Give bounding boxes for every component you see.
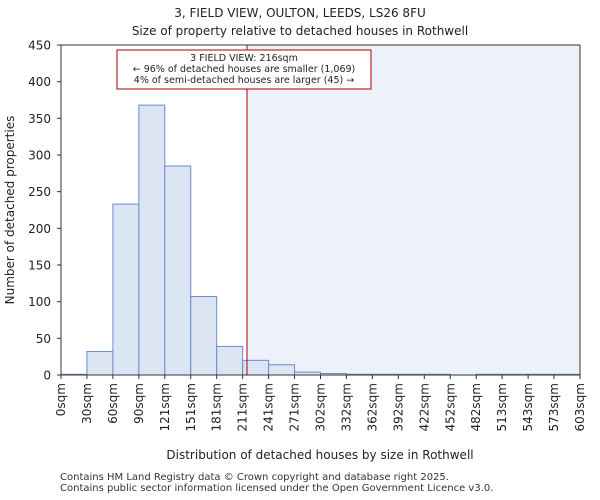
histogram-bar-90sqm xyxy=(138,104,166,376)
x-tick-label: 121sqm xyxy=(158,383,172,431)
y-tick-label: 200 xyxy=(28,222,51,236)
footer-licence: Contains public sector information licen… xyxy=(60,483,494,494)
y-axis-label: Number of detached properties xyxy=(3,116,17,305)
y-tick-label: 100 xyxy=(28,295,51,309)
x-tick-label: 151sqm xyxy=(184,383,198,431)
histogram-bar-181sqm xyxy=(216,345,244,376)
annotation-box: 3 FIELD VIEW: 216sqm ← 96% of detached h… xyxy=(116,49,372,90)
x-tick-label: 302sqm xyxy=(314,383,328,431)
chart-subtitle: Size of property relative to detached ho… xyxy=(132,24,468,38)
x-tick-label: 603sqm xyxy=(573,383,587,431)
x-tick-label: 241sqm xyxy=(262,383,276,431)
x-axis-label: Distribution of detached houses by size … xyxy=(166,448,473,462)
y-tick-label: 350 xyxy=(28,112,51,126)
x-tick-label: 422sqm xyxy=(417,383,431,431)
x-tick-label: 482sqm xyxy=(469,383,483,431)
annotation-line-3: 4% of semi-detached houses are larger (4… xyxy=(134,75,354,86)
y-tick-label: 250 xyxy=(28,185,51,199)
histogram-bar-151sqm xyxy=(190,296,218,376)
histogram-bar-241sqm xyxy=(268,364,296,376)
x-tick-label: 543sqm xyxy=(521,383,535,431)
x-tick-label: 90sqm xyxy=(132,383,146,424)
larger-region-shading xyxy=(246,45,580,375)
x-tick-label: 332sqm xyxy=(339,383,353,431)
x-tick-label: 271sqm xyxy=(288,383,302,431)
footer-copyright: Contains HM Land Registry data © Crown c… xyxy=(60,472,449,483)
annotation-line-2: ← 96% of detached houses are smaller (1,… xyxy=(133,64,356,75)
x-tick-label: 513sqm xyxy=(495,383,509,431)
x-tick-label: 211sqm xyxy=(236,383,250,431)
annotation-line-1: 3 FIELD VIEW: 216sqm xyxy=(190,53,298,64)
y-tick-label: 400 xyxy=(28,75,51,89)
y-tick-label: 300 xyxy=(28,149,51,163)
y-tick-label: 450 xyxy=(28,39,51,53)
x-tick-label: 60sqm xyxy=(106,383,120,424)
x-tick-label: 573sqm xyxy=(547,383,561,431)
y-tick-label: 0 xyxy=(43,369,51,383)
histogram-bar-60sqm xyxy=(112,203,140,376)
y-tick-label: 150 xyxy=(28,259,51,273)
x-tick-label: 362sqm xyxy=(365,383,379,431)
x-tick-label: 0sqm xyxy=(54,383,68,416)
x-tick-label: 181sqm xyxy=(210,383,224,431)
y-tick-label: 50 xyxy=(36,332,51,346)
x-tick-label: 392sqm xyxy=(391,383,405,431)
histogram-bar-121sqm xyxy=(164,165,192,376)
x-tick-label: 30sqm xyxy=(80,383,94,424)
x-tick-label: 452sqm xyxy=(443,383,457,431)
histogram-bar-30sqm xyxy=(86,351,114,376)
chart-title: 3, FIELD VIEW, OULTON, LEEDS, LS26 8FU xyxy=(174,6,426,20)
